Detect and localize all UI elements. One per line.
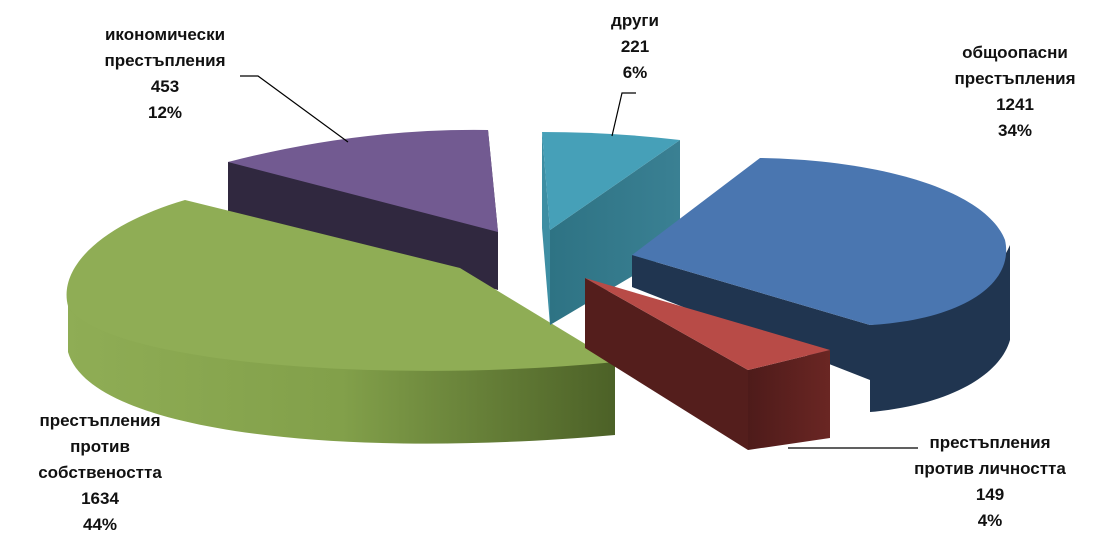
data-label-economic: икономически престъпления 453 12% [40, 22, 290, 126]
label-name-economic: икономически престъпления [104, 25, 226, 70]
slice-public-danger-top [632, 158, 1007, 325]
label-value-public-danger: 1241 [996, 95, 1034, 114]
label-percent-other: 6% [622, 63, 648, 82]
slice-other-left [542, 132, 550, 325]
label-percent-economic: 12% [147, 103, 183, 122]
slice-public-danger-side [632, 245, 1010, 412]
leader-line-economic [240, 75, 349, 143]
label-value-person: 149 [975, 485, 1005, 504]
data-label-property: престъпления против собствеността 1634 4… [0, 408, 200, 538]
slice-economic-top [228, 129, 498, 232]
label-name-public-danger: общоопасни престъпления [954, 43, 1076, 88]
slice-other-top [542, 132, 680, 230]
label-value-other: 221 [620, 37, 650, 56]
data-label-other: други 221 6% [590, 8, 680, 86]
slice-person-top [585, 278, 830, 370]
slice-property-top [66, 200, 616, 371]
slice-other [542, 132, 680, 325]
slice-other-front [550, 140, 680, 325]
label-percent-property: 44% [82, 515, 118, 534]
label-value-property: 1634 [81, 489, 119, 508]
data-label-person: престъпления против личността 149 4% [890, 430, 1090, 534]
data-label-public-danger: общоопасни престъпления 1241 34% [915, 40, 1105, 144]
label-percent-public-danger: 34% [997, 121, 1033, 140]
slice-public-danger [632, 158, 1010, 412]
leader-line-other [611, 92, 636, 137]
slice-property [66, 200, 616, 444]
label-name-other: други [611, 11, 659, 30]
label-percent-person: 4% [977, 511, 1003, 530]
slice-person [585, 278, 830, 450]
slice-person-left [585, 278, 748, 450]
label-name-property: престъпления против собствеността [38, 411, 162, 482]
slice-economic [228, 129, 498, 290]
label-name-person: престъпления против личността [914, 433, 1066, 478]
label-value-economic: 453 [150, 77, 180, 96]
slice-person-front [748, 350, 830, 450]
